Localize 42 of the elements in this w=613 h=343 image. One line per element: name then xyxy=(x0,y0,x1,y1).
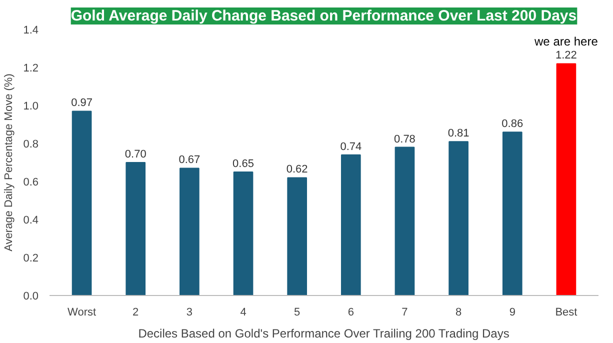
x-tick-label: Best xyxy=(555,306,578,318)
bar xyxy=(448,141,468,296)
bar xyxy=(233,172,254,296)
x-tick-label: 3 xyxy=(186,306,193,318)
data-label: 0.70 xyxy=(124,148,146,160)
data-label: 0.74 xyxy=(340,140,362,153)
x-tick-label: 2 xyxy=(132,306,139,318)
x-tick-label: 8 xyxy=(456,306,462,318)
x-tick-label: 4 xyxy=(240,306,246,318)
bar xyxy=(72,110,92,296)
y-tick-label: 1.4 xyxy=(23,24,39,36)
y-axis-title: Average Daily Percentage Move (%) xyxy=(3,74,16,252)
y-tick-label: 0.6 xyxy=(23,176,39,188)
y-tick-label: 0.4 xyxy=(23,214,39,226)
x-tick-label: Worst xyxy=(68,306,96,318)
bar xyxy=(126,162,146,296)
data-label: 0.86 xyxy=(502,118,524,130)
y-tick-label: 0.8 xyxy=(23,138,39,150)
y-tick-label: 0.0 xyxy=(23,290,39,302)
data-label: 0.81 xyxy=(448,128,470,140)
y-tick-label: 1.0 xyxy=(23,100,39,112)
x-tick-label: 7 xyxy=(402,306,408,318)
data-label: 1.22 xyxy=(556,50,577,62)
bar xyxy=(556,63,576,296)
chart-title: Gold Average Daily Change Based on Performance Over Last 200 Days xyxy=(70,8,577,24)
bar xyxy=(287,177,308,296)
data-label: 0.67 xyxy=(178,154,200,166)
data-label: 0.97 xyxy=(71,97,93,110)
annotation: we are here xyxy=(534,34,598,48)
bar xyxy=(180,168,200,296)
data-label: 0.62 xyxy=(286,164,308,176)
x-tick-label: 6 xyxy=(348,306,354,318)
bar xyxy=(340,154,361,296)
x-axis-title: Deciles Based on Gold's Performance Over Trailing 200 Trading Days xyxy=(138,326,510,340)
data-label: 0.78 xyxy=(394,133,416,146)
y-tick-label: 1.2 xyxy=(23,62,39,74)
data-label: 0.65 xyxy=(232,158,254,170)
x-tick-label: 5 xyxy=(294,306,300,318)
y-tick-label: 0.2 xyxy=(23,252,39,264)
x-tick-label: 9 xyxy=(509,306,516,318)
bar xyxy=(502,132,522,296)
bar xyxy=(394,146,415,296)
